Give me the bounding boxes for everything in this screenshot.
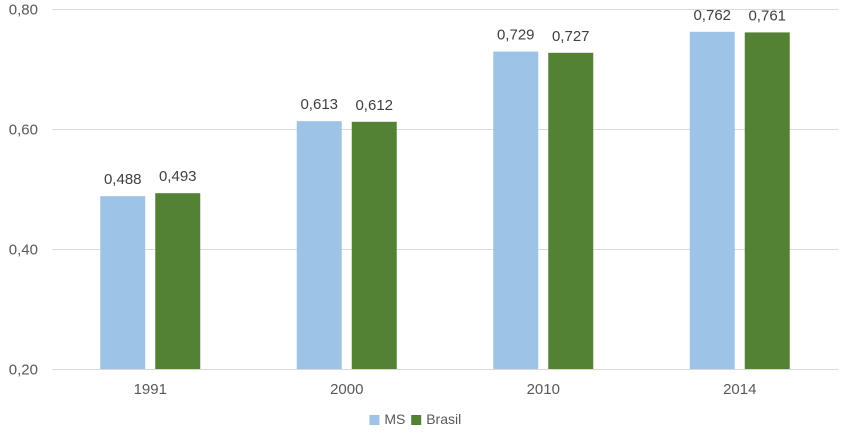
x-tick-label: 1991 (134, 381, 167, 398)
bar-ms-1991 (100, 196, 146, 369)
data-label: 0,612 (355, 97, 393, 114)
x-tick-label: 2014 (723, 381, 756, 398)
data-label: 0,761 (748, 7, 786, 24)
legend: MS Brasil (369, 411, 461, 427)
y-tick-label: 0,60 (9, 122, 38, 139)
data-label: 0,488 (104, 171, 142, 188)
bar-brasil-1991 (155, 193, 201, 369)
bar-ms-2014 (689, 31, 735, 370)
y-tick-label: 0,40 (9, 242, 38, 259)
data-label: 0,493 (159, 168, 197, 185)
legend-swatch-brasil (411, 415, 422, 425)
x-axis-ticks: 1991 2000 2010 2014 (134, 381, 757, 398)
legend-label-ms: MS (384, 411, 405, 427)
y-axis-ticks: 0,20 0,40 0,60 0,80 (9, 2, 38, 379)
bar-ms-2010 (493, 51, 539, 369)
y-tick-label: 0,20 (9, 362, 38, 379)
x-tick-label: 2000 (330, 381, 363, 398)
bar-brasil-2000 (351, 121, 397, 369)
legend-swatch-ms (369, 415, 380, 425)
bars (100, 31, 790, 370)
x-tick-label: 2010 (527, 381, 560, 398)
bar-ms-2000 (296, 121, 342, 369)
legend-label-brasil: Brasil (426, 411, 461, 427)
y-tick-label: 0,80 (9, 2, 38, 19)
data-label: 0,729 (497, 27, 535, 44)
data-label: 0,762 (693, 7, 731, 24)
data-label: 0,727 (552, 28, 590, 45)
bar-brasil-2010 (548, 52, 594, 370)
data-labels: 0,488 0,493 0,613 0,612 0,729 0,727 0,762 0,761 (104, 7, 786, 188)
data-label: 0,613 (300, 96, 338, 113)
bar-brasil-2014 (744, 32, 790, 370)
